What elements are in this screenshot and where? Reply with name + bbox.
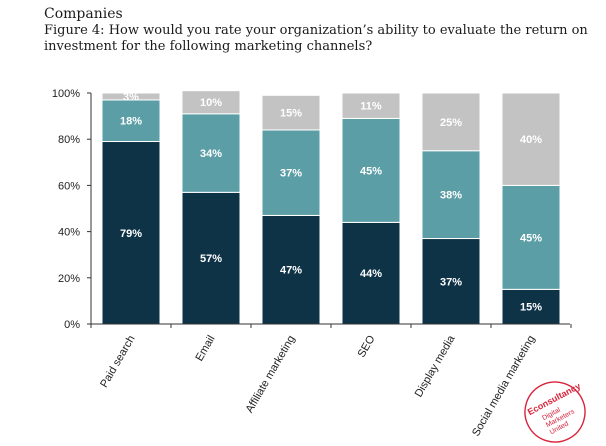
x-tick-label-3: SEO <box>356 333 378 360</box>
data-label-middle-0: 18% <box>120 116 142 128</box>
data-label-bottom-5: 15% <box>520 302 542 314</box>
bar-segment-top-0 <box>101 92 161 101</box>
bar-segment-bottom-3 <box>341 221 401 325</box>
data-label-top-0: 3% <box>123 91 139 103</box>
data-label-top-5: 40% <box>520 134 542 146</box>
data-label-bottom-2: 47% <box>280 265 302 277</box>
section-label: Companies <box>44 6 123 22</box>
bar-segment-middle-1 <box>181 113 241 193</box>
bars-layer <box>101 90 561 325</box>
econsultancy-watermark: Econsultancy Digital Marketers United <box>524 381 586 443</box>
y-tick-label-4: 80% <box>58 134 80 146</box>
bar-segment-top-4 <box>421 92 481 152</box>
bar-segment-top-2 <box>261 94 321 131</box>
bar-segment-middle-3 <box>341 117 401 223</box>
data-label-bottom-0: 79% <box>120 228 142 240</box>
bar-segment-bottom-0 <box>101 141 161 325</box>
data-label-middle-2: 37% <box>280 168 302 180</box>
data-label-middle-5: 45% <box>520 232 542 244</box>
bar-segment-middle-4 <box>421 150 481 240</box>
data-label-bottom-4: 37% <box>440 276 462 288</box>
data-label-bottom-1: 57% <box>200 253 222 265</box>
data-label-top-2: 15% <box>280 108 302 120</box>
x-tick-label-2: Affiliate marketing <box>244 334 298 416</box>
x-tick-label-1: Email <box>193 334 217 364</box>
data-label-top-4: 25% <box>440 117 462 129</box>
bar-segment-middle-2 <box>261 129 321 216</box>
y-tick-label-1: 20% <box>58 273 80 285</box>
bar-segment-bottom-2 <box>261 214 321 325</box>
y-tick-label-2: 40% <box>58 227 80 239</box>
y-tick-label-0: 0% <box>64 319 80 331</box>
bar-segment-middle-0 <box>101 99 161 143</box>
x-tick-label-4: Display media <box>413 333 458 400</box>
title-block: Companies Figure 4: How would you rate y… <box>44 6 600 55</box>
watermark-ring <box>524 381 586 443</box>
data-label-top-1: 10% <box>200 97 222 109</box>
bar-segment-bottom-4 <box>421 238 481 325</box>
figure-title: Figure 4: How would you rate your organi… <box>44 23 588 54</box>
bar-segment-top-3 <box>341 92 401 119</box>
y-tick-label-5: 100% <box>52 88 80 100</box>
data-label-bottom-3: 44% <box>360 268 382 280</box>
data-label-middle-1: 34% <box>200 148 222 160</box>
data-label-top-3: 11% <box>360 101 382 113</box>
data-label-middle-3: 45% <box>360 165 382 177</box>
y-tick-label-3: 60% <box>58 180 80 192</box>
bar-segment-middle-5 <box>501 184 561 290</box>
bar-segment-top-5 <box>501 92 561 186</box>
data-labels-layer: 79% 18% 3% 57% 34% 10% 47% 37% 15% 44% 45% 11% 37% 38… <box>120 91 542 313</box>
x-tick-label-0: Paid search <box>98 334 137 390</box>
data-label-middle-4: 38% <box>440 190 462 202</box>
bar-segment-top-1 <box>181 90 241 115</box>
bar-segment-bottom-1 <box>181 191 241 325</box>
